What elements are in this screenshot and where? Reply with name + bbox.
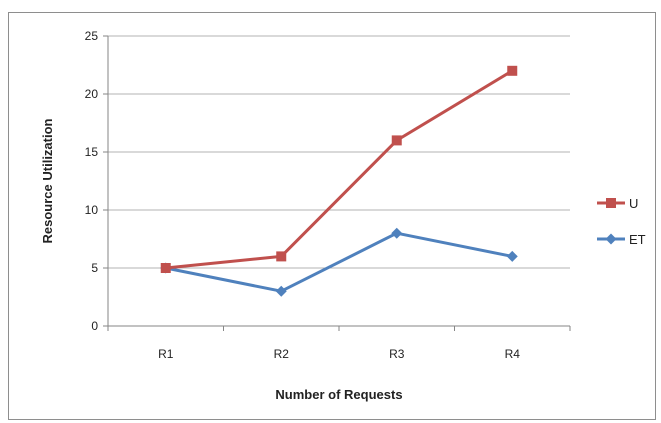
series-line-et: [165, 231, 513, 293]
series-line-u: [165, 69, 514, 270]
legend-marker: [605, 233, 617, 245]
x-tick-label: R2: [274, 347, 290, 361]
y-tick-label: 0: [91, 319, 98, 333]
x-tick-label: R1: [158, 347, 174, 361]
y-tick-label: 25: [85, 29, 99, 43]
legend-marker: [606, 198, 616, 208]
data-point-u: [507, 65, 518, 76]
series-u: [160, 65, 518, 273]
data-point-u: [160, 263, 171, 273]
y-tick-label: 20: [85, 87, 99, 101]
data-point-u: [276, 251, 287, 262]
x-tick-label: R4: [505, 347, 521, 361]
data-point-et: [275, 285, 287, 297]
data-point-u: [391, 135, 402, 146]
legend-label: U: [629, 196, 638, 211]
chart-frame: [8, 12, 656, 420]
data-point-et: [391, 227, 403, 239]
legend-label: ET: [629, 232, 646, 247]
y-tick-label: 5: [91, 261, 98, 275]
x-tick-label: R3: [389, 347, 405, 361]
data-point-et: [506, 250, 518, 262]
x-axis-title: Number of Requests: [275, 387, 402, 402]
y-axis-title: Resource Utilization: [40, 118, 55, 243]
y-tick-label: 10: [85, 203, 99, 217]
legend-item-et: ET: [597, 232, 646, 247]
legend-item-u: U: [597, 196, 638, 211]
y-tick-label: 15: [85, 145, 99, 159]
